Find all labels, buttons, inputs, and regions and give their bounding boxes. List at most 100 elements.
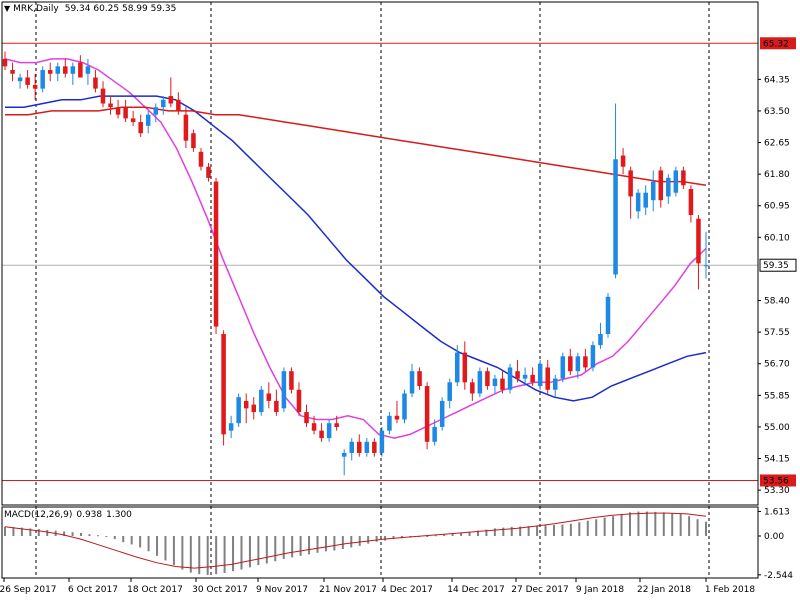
candle <box>507 363 513 394</box>
candle-body <box>213 181 219 327</box>
candle <box>228 415 234 439</box>
candle-body <box>515 371 520 379</box>
level-label-bg-0 <box>760 37 796 50</box>
candle <box>319 423 324 442</box>
candle-body <box>485 371 490 387</box>
candle-body <box>168 96 174 104</box>
candle <box>658 166 664 208</box>
candle <box>552 374 558 398</box>
macd-bar <box>578 522 581 537</box>
candle <box>492 374 498 394</box>
candle-body <box>696 218 701 264</box>
candle <box>568 348 573 375</box>
candle-body <box>304 412 309 424</box>
macd-bar <box>645 511 648 537</box>
candle <box>153 103 159 123</box>
macd-bar <box>696 519 699 537</box>
candle <box>372 438 377 457</box>
price-tick-label-3: 62.65 <box>764 139 790 149</box>
candle <box>55 62 61 82</box>
macd-bar <box>181 536 184 570</box>
candle-body <box>153 107 159 115</box>
macd-tick-label-2: -2.544 <box>764 571 793 581</box>
candle <box>10 62 15 82</box>
candle <box>402 389 407 424</box>
macd-bar <box>443 534 446 537</box>
candle-body <box>357 441 362 453</box>
macd-bar <box>189 536 192 573</box>
macd-bar <box>274 536 277 562</box>
candle <box>138 114 143 137</box>
candle-body <box>341 452 347 457</box>
price-tick-label-4: 61.80 <box>764 170 790 180</box>
date-tick-label-9: 9 Jan 2018 <box>576 585 624 595</box>
candle <box>696 215 701 290</box>
candle <box>25 70 30 89</box>
candle-body <box>198 151 204 167</box>
candle <box>145 110 151 134</box>
macd-bar <box>679 513 682 537</box>
macd-bar <box>493 528 496 537</box>
date-tick-label-8: 27 Dec 2017 <box>511 585 569 595</box>
candle <box>78 55 83 78</box>
axes: 65.32 53.56 59.35 64.35 63.50 62.65 61.80 60.95… <box>0 1 797 595</box>
macd-bar <box>451 533 454 537</box>
date-tick-label-10: 22 Jan 2018 <box>637 585 691 595</box>
current-price-label: 59.35 <box>763 261 789 271</box>
candle-body <box>100 88 106 104</box>
collapse-triangle-icon[interactable]: ▼ <box>4 4 11 13</box>
candle-body <box>530 374 535 383</box>
candle-body <box>55 66 61 74</box>
candle <box>379 426 385 457</box>
candle-body <box>326 423 332 439</box>
candle-body <box>500 378 505 390</box>
candle-body <box>236 397 241 424</box>
date-tick-label-4: 9 Nov 2017 <box>256 585 308 595</box>
price-tick-label-15: 53.30 <box>764 486 790 496</box>
candle <box>537 360 543 390</box>
candle-body <box>123 107 128 119</box>
date-tick-label-0: 26 Sep 2017 <box>0 585 57 595</box>
candle <box>63 58 68 78</box>
macd-bar <box>282 536 285 559</box>
macd-value: 0.938 <box>76 510 103 520</box>
candle <box>341 449 347 476</box>
candle-body <box>439 400 445 427</box>
price-tick-label-1: 64.35 <box>764 75 790 85</box>
date-tick-label-3: 30 Oct 2017 <box>192 585 248 595</box>
macd-bar <box>341 536 344 549</box>
candle-body <box>115 107 121 115</box>
candle-body <box>643 192 648 208</box>
candle-body <box>281 371 287 409</box>
macd-signal-line-0 <box>4 512 707 569</box>
candle <box>274 389 279 416</box>
candle <box>40 66 45 93</box>
macd-bar <box>257 536 260 566</box>
candle-body <box>266 393 272 401</box>
candle <box>470 378 475 401</box>
macd-bar <box>468 531 471 537</box>
candle <box>251 397 257 420</box>
candle-body <box>191 133 196 149</box>
candle <box>681 166 686 190</box>
macd-bar <box>113 536 116 540</box>
candle <box>424 382 430 450</box>
macd-bar <box>130 536 133 545</box>
candle <box>100 81 106 108</box>
macd-signal-value: 1.300 <box>106 510 132 520</box>
macd-bar <box>654 511 657 537</box>
candle-body <box>454 352 460 383</box>
candle <box>296 382 302 416</box>
macd-bar <box>46 529 49 537</box>
macd-bar <box>206 536 209 575</box>
macd-panel <box>4 511 707 575</box>
macd-bar <box>20 527 23 537</box>
date-tick-label-5: 21 Nov 2017 <box>319 585 377 595</box>
candle-body <box>221 333 226 435</box>
candle-body <box>394 415 400 420</box>
price-tick-label-13: 54.15 <box>764 455 790 465</box>
macd-bar <box>299 536 302 556</box>
candle-body <box>545 367 550 390</box>
candle <box>650 170 656 212</box>
